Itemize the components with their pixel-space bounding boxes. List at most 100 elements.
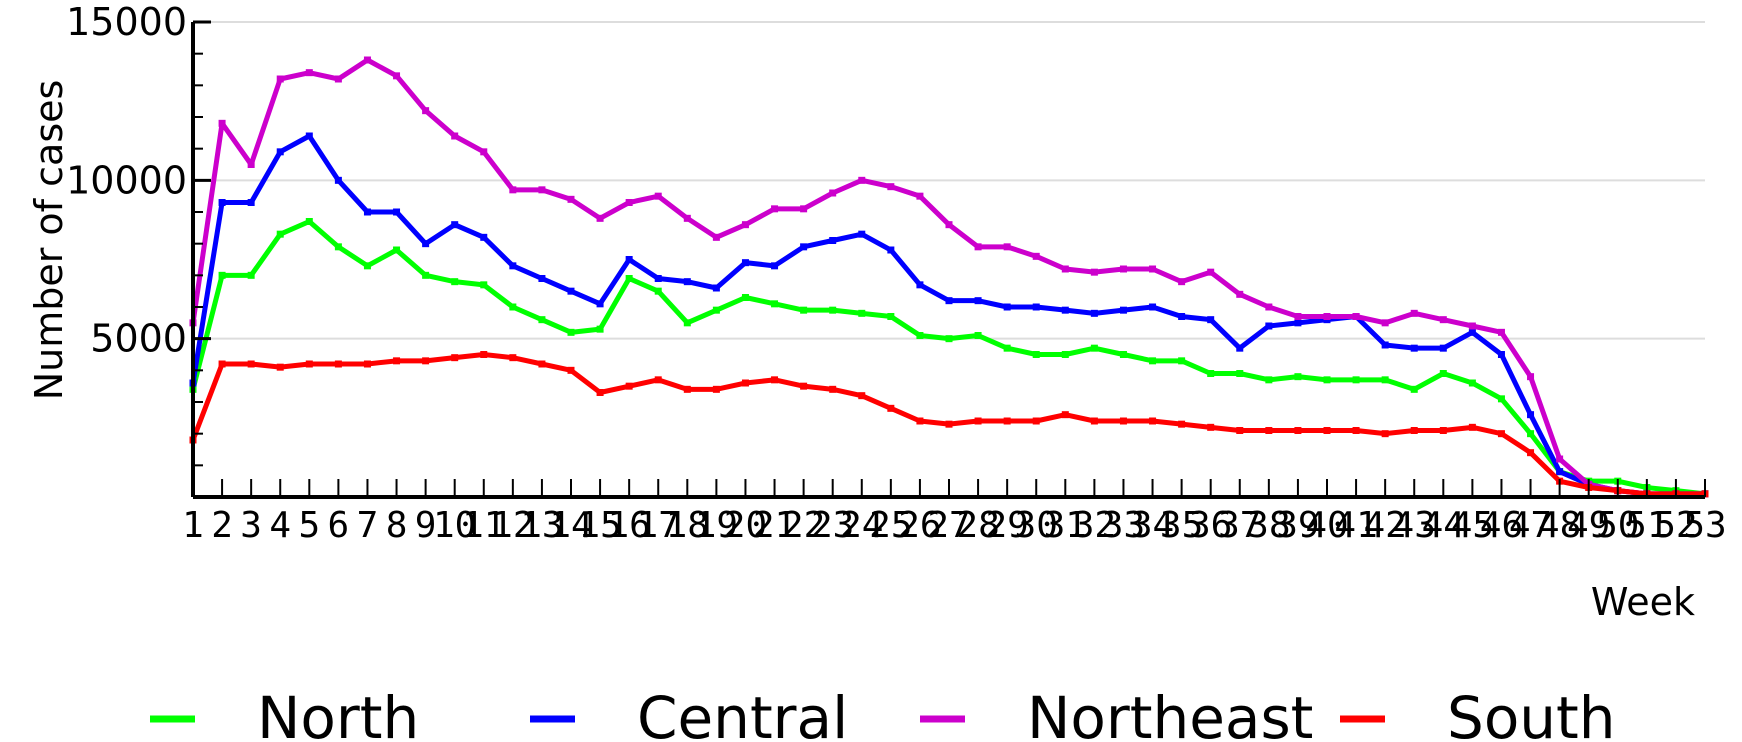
x-tick-label: 20 <box>724 505 767 546</box>
data-point <box>916 417 924 425</box>
x-tick-label: 46 <box>1480 505 1523 546</box>
data-point <box>567 195 575 203</box>
data-point <box>305 132 313 140</box>
data-point <box>247 161 255 168</box>
data-point <box>596 214 604 222</box>
x-axis-title: Week <box>1591 580 1695 624</box>
x-tick-label: 36 <box>1189 505 1232 546</box>
data-point <box>480 148 488 156</box>
data-point <box>1236 370 1244 377</box>
data-point <box>1236 427 1244 434</box>
data-point <box>1497 395 1505 403</box>
data-point <box>1149 357 1157 365</box>
data-point <box>829 306 837 314</box>
data-point <box>858 309 866 317</box>
data-point <box>1003 303 1011 311</box>
legend: North Central Northeast South <box>150 684 1616 742</box>
data-point <box>1352 376 1360 384</box>
data-point <box>1410 427 1418 434</box>
data-point <box>1149 303 1157 311</box>
data-point <box>625 275 633 282</box>
data-point <box>1439 344 1447 352</box>
data-point <box>451 354 459 362</box>
data-point <box>567 328 575 336</box>
data-point <box>1032 351 1040 358</box>
data-point <box>1032 252 1040 260</box>
data-point <box>858 230 866 238</box>
x-tick-label: 42 <box>1363 505 1406 546</box>
x-tick-label: 2 <box>211 505 233 546</box>
data-point <box>451 132 459 140</box>
data-point <box>1352 427 1360 434</box>
x-tick-label: 31 <box>1044 505 1087 546</box>
legend-label: Central <box>637 684 848 742</box>
data-point <box>305 69 313 77</box>
data-point <box>916 281 924 289</box>
data-point <box>974 417 982 425</box>
data-point <box>1527 430 1535 438</box>
data-point <box>1178 357 1186 365</box>
data-point <box>1003 344 1011 352</box>
data-point <box>654 376 662 384</box>
data-point <box>1061 351 1069 358</box>
data-point <box>829 189 837 197</box>
x-tick-label: 24 <box>840 505 883 546</box>
x-tick-label: 26 <box>898 505 941 546</box>
y-tick-label: 5000 <box>90 317 187 361</box>
data-point <box>422 271 430 279</box>
data-point <box>712 233 720 241</box>
data-point <box>800 306 808 314</box>
x-tick-label: 33 <box>1102 505 1145 546</box>
data-point <box>393 246 401 254</box>
data-point <box>1032 417 1040 425</box>
series-lines <box>189 56 1709 498</box>
data-point <box>829 385 837 393</box>
x-tick-label: 12 <box>491 505 534 546</box>
data-point <box>1294 427 1302 434</box>
data-point <box>1061 411 1069 419</box>
data-point <box>218 119 226 127</box>
data-point <box>1119 417 1127 425</box>
data-point <box>1468 379 1476 387</box>
data-point <box>1207 268 1215 276</box>
data-point <box>683 385 691 393</box>
series-line-north <box>190 219 1708 497</box>
data-point <box>1265 376 1273 384</box>
y-tick-label: 10000 <box>66 158 187 202</box>
data-point <box>858 392 866 400</box>
data-point <box>1468 328 1476 336</box>
data-point <box>247 271 255 279</box>
data-point <box>1090 344 1098 352</box>
x-tick-label: 19 <box>695 505 738 546</box>
data-point <box>509 303 517 311</box>
data-point <box>305 218 313 225</box>
x-tick-label: 17 <box>637 505 680 546</box>
data-point <box>363 262 371 270</box>
x-tick-label: 9 <box>415 505 437 546</box>
data-point <box>800 243 808 251</box>
data-point <box>1061 306 1069 314</box>
data-point <box>1468 322 1476 330</box>
data-point <box>1003 243 1011 251</box>
data-point <box>974 332 982 339</box>
data-point <box>1439 370 1447 377</box>
x-tick-label: 47 <box>1509 505 1552 546</box>
data-point <box>683 319 691 327</box>
data-point <box>363 208 371 216</box>
data-point <box>334 360 342 368</box>
data-point <box>334 243 342 251</box>
x-tick-label: 49 <box>1567 505 1610 546</box>
data-point <box>276 148 284 156</box>
data-point <box>567 366 575 374</box>
data-point <box>480 281 488 289</box>
data-point <box>945 297 953 305</box>
x-tick-label: 43 <box>1393 505 1436 546</box>
data-point <box>887 404 895 412</box>
data-point <box>1439 427 1447 434</box>
x-tick-label: 3 <box>240 505 262 546</box>
data-point <box>276 363 284 371</box>
data-point <box>1236 290 1244 298</box>
data-point <box>480 233 488 241</box>
data-point <box>1265 427 1273 434</box>
x-tick-label: 18 <box>666 505 709 546</box>
